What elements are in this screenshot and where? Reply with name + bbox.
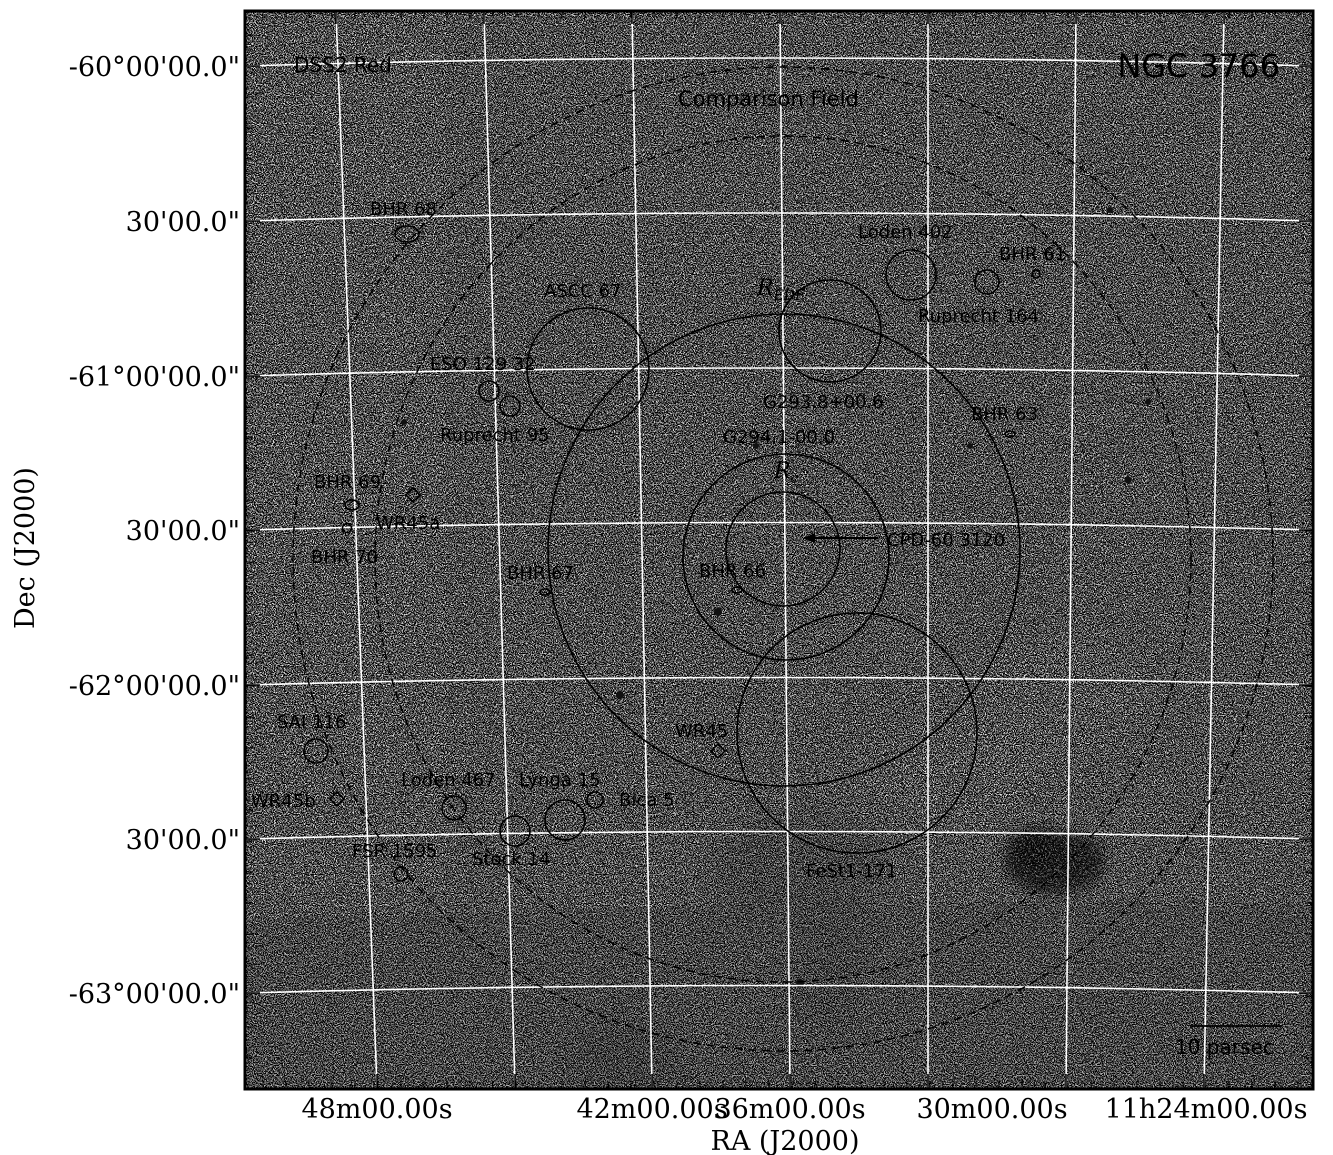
label-ruprecht-95: Ruprecht 95 xyxy=(440,425,550,446)
bhr-63-marker xyxy=(1004,430,1016,438)
ytick-label: -62°00'00.0" xyxy=(69,671,240,702)
xtick-label: 48m00.00s xyxy=(301,1094,452,1125)
eso-129-32-marker xyxy=(478,380,500,402)
r-c-label: Rc xyxy=(773,459,799,487)
label-bhr-69: BHR 69 xyxy=(314,472,381,493)
y-tick-labels: -60°00'00.0" 30'00.0" -61°00'00.0" 30'00… xyxy=(69,52,240,1010)
label-loden-402: Loden 402 xyxy=(858,222,953,243)
label-wr45b: WR45b xyxy=(251,791,316,812)
label-g294-1: G294.1-00.0 xyxy=(723,427,835,448)
bhr-68-marker xyxy=(394,225,420,243)
comparison-field-inner-dashed xyxy=(374,135,1192,983)
lynga-15-marker xyxy=(544,799,586,841)
fsr-1595-marker xyxy=(393,866,409,882)
loden-402-marker xyxy=(885,249,937,301)
plot-frame xyxy=(243,9,1315,1091)
field-circles xyxy=(292,66,1274,1052)
label-bhr-61: BHR 61 xyxy=(999,244,1066,265)
label-cpd-60-3120: CPD-60 3120 xyxy=(887,530,1005,551)
tick-marks xyxy=(245,11,1313,1089)
comparison-field-outer-dashed xyxy=(292,66,1274,1052)
stock-14-marker xyxy=(499,815,531,847)
wr45b-marker xyxy=(328,790,346,808)
label-bica-5: Bica 5 xyxy=(619,790,674,811)
wr45a-marker xyxy=(404,486,422,504)
fest1-171-circle xyxy=(736,612,978,854)
xtick-label: 30m00.00s xyxy=(916,1094,1067,1125)
x-tick-labels: 48m00.00s 42m00.00s 36m00.00s 30m00.00s … xyxy=(301,1094,1307,1125)
label-g293-8: G293.8+00.6 xyxy=(763,392,884,413)
map-title: NGC 3766 xyxy=(1117,47,1280,85)
label-wr45: WR45 xyxy=(675,721,728,742)
bhr-69-marker xyxy=(344,499,360,511)
ytick-label: -60°00'00.0" xyxy=(69,52,240,83)
x-axis-title: RA (J2000) xyxy=(710,1126,859,1155)
wr45-marker xyxy=(709,742,727,760)
label-fsr-1595: FSR 1595 xyxy=(352,841,438,862)
xtick-label: 42m00.00s xyxy=(576,1094,727,1125)
sai-116-marker xyxy=(303,738,329,764)
loden-467-marker xyxy=(441,795,467,821)
r-edf-label: REDF xyxy=(756,276,806,304)
object-labels: DSS2 Red NGC 3766 Comparison Field BHR 6… xyxy=(251,47,1280,1059)
ytick-label: -61°00'00.0" xyxy=(69,362,240,393)
xtick-label: 36m00.00s xyxy=(714,1094,865,1125)
ruprecht-95-marker xyxy=(499,395,521,417)
label-wr45a: WR45a xyxy=(376,513,440,534)
label-ruprecht-164: Ruprecht 164 xyxy=(918,306,1039,327)
y-axis-title: Dec (J2000) xyxy=(10,467,41,629)
bhr-67-marker xyxy=(539,588,551,596)
r-edf-circle xyxy=(778,279,882,383)
radius-labels: REDF Rc xyxy=(756,276,806,487)
cpd-arrow-head xyxy=(803,533,815,543)
label-eso-129-32: ESO 129 32 xyxy=(430,354,536,375)
label-sai-116: SAI 116 xyxy=(277,712,346,733)
bhr-66-marker xyxy=(731,586,743,594)
label-loden-467: Loden 467 xyxy=(401,770,496,791)
bica-5-marker xyxy=(586,791,604,809)
label-lynga-15: Lynga 15 xyxy=(519,770,601,791)
r-c-circle xyxy=(682,453,890,661)
ytick-label: -63°00'00.0" xyxy=(69,979,240,1010)
coordinate-grid xyxy=(246,12,1312,1088)
ytick-label: 30'00.0" xyxy=(126,516,240,547)
ytick-label: 30'00.0" xyxy=(126,825,240,856)
label-ascc-67: ASCC 67 xyxy=(544,281,622,302)
label-fest1-171: FeSt1-171 xyxy=(806,861,897,882)
label-bhr-70: BHR 70 xyxy=(311,547,378,568)
bhr-70-marker xyxy=(341,522,353,534)
object-markers xyxy=(303,225,1282,1027)
minor-tick-marks xyxy=(245,11,1313,1089)
label-bhr-63: BHR 63 xyxy=(971,404,1038,425)
large-field-circle xyxy=(547,313,1021,787)
dss2-image xyxy=(246,12,1312,1088)
label-bhr-67: BHR 67 xyxy=(507,563,574,584)
ascc-67-circle xyxy=(526,307,650,431)
label-bhr-68: BHR 68 xyxy=(370,199,437,220)
survey-label: DSS2 Red xyxy=(294,53,392,77)
bhr-61-marker xyxy=(1031,269,1041,279)
comparison-field-label: Comparison Field xyxy=(678,87,859,111)
core-circle xyxy=(725,491,841,607)
ytick-label: 30'00.0" xyxy=(126,207,240,238)
scale-bar-label: 10 parsec xyxy=(1175,1035,1274,1059)
label-bhr-66: BHR 66 xyxy=(699,561,766,582)
label-stock-14: Stock 14 xyxy=(472,849,550,870)
ruprecht-164-marker xyxy=(974,269,1000,295)
xtick-label: 11h24m00.00s xyxy=(1105,1094,1308,1125)
